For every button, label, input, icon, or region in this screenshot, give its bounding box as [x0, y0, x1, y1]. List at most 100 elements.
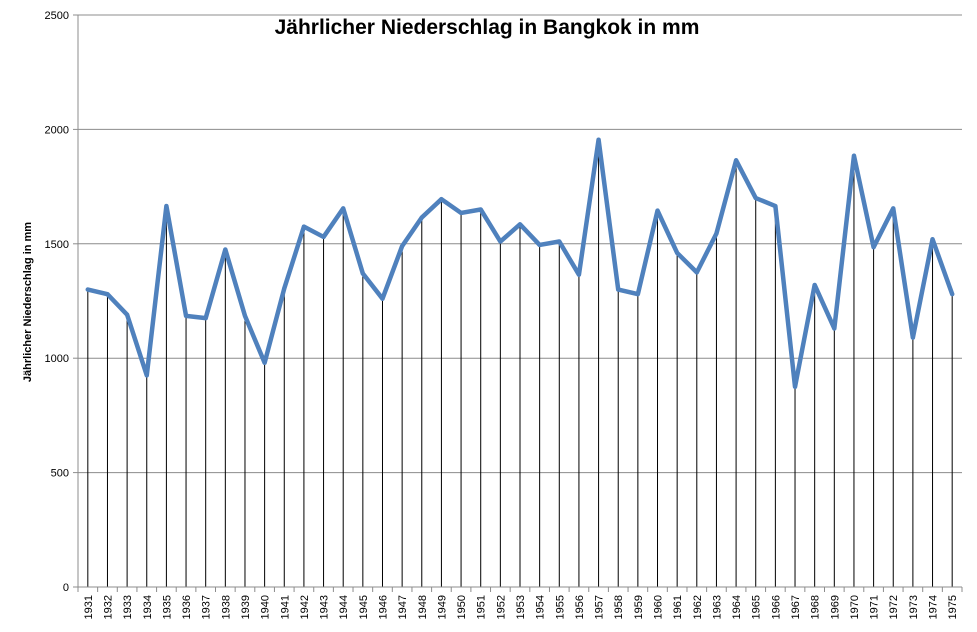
chart-title: Jährlicher Niederschlag in Bangkok in mm: [275, 16, 700, 39]
y-tick-labels: 0 500 1000 1500 2000 2500: [45, 10, 69, 594]
x-tick-label-1940: 1940: [260, 595, 272, 619]
x-tick-label-1974: 1974: [928, 595, 940, 619]
data-point-1957: [596, 137, 601, 142]
axes: [77, 15, 962, 588]
data-point-1974: [930, 237, 935, 242]
data-point-1971: [871, 245, 876, 250]
data-point-1945: [360, 271, 365, 276]
gridlines: [73, 14, 962, 588]
y-tick-label-0: 0: [63, 582, 69, 594]
data-point-1938: [223, 247, 228, 252]
x-tick-label-1945: 1945: [358, 595, 370, 619]
drop-lines: [87, 139, 953, 587]
x-tick-label-1955: 1955: [554, 595, 566, 619]
data-point-1975: [950, 292, 955, 297]
x-tick-label-1961: 1961: [672, 595, 684, 619]
data-point-1963: [714, 231, 719, 236]
data-point-1944: [341, 206, 346, 211]
x-tick-label-1960: 1960: [653, 595, 665, 619]
x-tick-label-1943: 1943: [319, 595, 331, 619]
data-point-1973: [910, 335, 915, 340]
data-point-1968: [812, 282, 817, 287]
data-point-1961: [675, 250, 680, 255]
x-tick-label-1957: 1957: [594, 595, 606, 619]
x-tick-label-1953: 1953: [515, 595, 527, 619]
y-tick-label-2500: 2500: [45, 10, 69, 22]
data-point-1967: [793, 384, 798, 389]
y-tick-label-1500: 1500: [45, 239, 69, 251]
x-tick-label-1939: 1939: [240, 595, 252, 619]
data-point-1970: [851, 153, 856, 158]
data-point-1965: [753, 196, 758, 201]
x-tick-label-1942: 1942: [299, 595, 311, 619]
data-point-1956: [576, 272, 581, 277]
x-tick-label-1931: 1931: [83, 595, 95, 619]
x-tick-label-1951: 1951: [476, 595, 488, 619]
x-tick-label-1965: 1965: [751, 595, 763, 619]
data-point-1937: [203, 316, 208, 321]
x-tick-labels: 1931 1932 1933 1934 1935 1936 1937 1938 1939 1940…: [77, 587, 963, 619]
x-tick-label-1964: 1964: [731, 595, 743, 619]
data-point-1935: [164, 204, 169, 209]
data-point-1954: [537, 242, 542, 247]
data-point-1958: [616, 287, 621, 292]
x-tick-label-1971: 1971: [869, 595, 881, 619]
data-point-1952: [498, 239, 503, 244]
data-point-1931: [85, 287, 90, 292]
data-point-1959: [635, 292, 640, 297]
x-tick-label-1952: 1952: [495, 595, 507, 619]
x-tick-label-1935: 1935: [161, 595, 173, 619]
data-point-1953: [518, 222, 522, 227]
y-axis-label: Jährlicher Niederschlag in mm: [22, 222, 34, 382]
x-tick-label-1958: 1958: [613, 595, 625, 619]
x-tick-label-1973: 1973: [908, 595, 920, 619]
x-tick-label-1975: 1975: [947, 595, 959, 619]
data-point-1936: [184, 313, 189, 318]
data-point-1932: [105, 292, 110, 297]
y-tick-label-500: 500: [51, 468, 69, 480]
data-point-1942: [301, 224, 306, 229]
x-tick-label-1956: 1956: [574, 595, 586, 619]
x-tick-label-1947: 1947: [397, 595, 409, 619]
x-tick-label-1968: 1968: [810, 595, 822, 619]
x-tick-label-1950: 1950: [456, 595, 468, 619]
x-tick-label-1937: 1937: [201, 595, 213, 619]
x-tick-label-1941: 1941: [279, 595, 291, 619]
data-point-1941: [282, 286, 287, 291]
data-point-1962: [694, 270, 699, 275]
x-tick-label-1934: 1934: [142, 595, 154, 619]
data-point-1943: [321, 234, 326, 239]
x-tick-label-1933: 1933: [122, 595, 134, 619]
data-point-1955: [557, 239, 562, 244]
data-point-1972: [891, 206, 896, 211]
x-tick-label-1949: 1949: [436, 595, 448, 619]
data-point-1934: [144, 373, 149, 378]
data-point-1960: [655, 208, 660, 213]
data-point-1933: [125, 312, 130, 317]
x-tick-label-1972: 1972: [888, 595, 900, 619]
x-tick-label-1944: 1944: [338, 595, 350, 619]
x-tick-label-1962: 1962: [692, 595, 704, 619]
data-point-1948: [419, 215, 424, 220]
data-point-1939: [242, 313, 247, 318]
x-tick-label-1948: 1948: [417, 595, 429, 619]
data-point-1969: [832, 326, 837, 331]
data-point-1951: [478, 207, 483, 212]
x-tick-label-1959: 1959: [633, 595, 645, 619]
x-tick-label-1969: 1969: [829, 595, 841, 619]
data-point-1947: [400, 244, 405, 249]
series-rainfall: [85, 137, 955, 390]
x-tick-label-1966: 1966: [770, 595, 782, 619]
data-point-1966: [773, 204, 778, 209]
y-tick-label-1000: 1000: [45, 353, 69, 365]
x-tick-label-1938: 1938: [220, 595, 232, 619]
x-tick-label-1963: 1963: [711, 595, 723, 619]
data-point-1940: [262, 360, 267, 365]
x-tick-label-1967: 1967: [790, 595, 802, 619]
x-tick-label-1932: 1932: [102, 595, 114, 619]
x-tick-label-1954: 1954: [535, 595, 547, 619]
x-tick-label-1936: 1936: [181, 595, 193, 619]
data-point-1946: [380, 296, 385, 301]
